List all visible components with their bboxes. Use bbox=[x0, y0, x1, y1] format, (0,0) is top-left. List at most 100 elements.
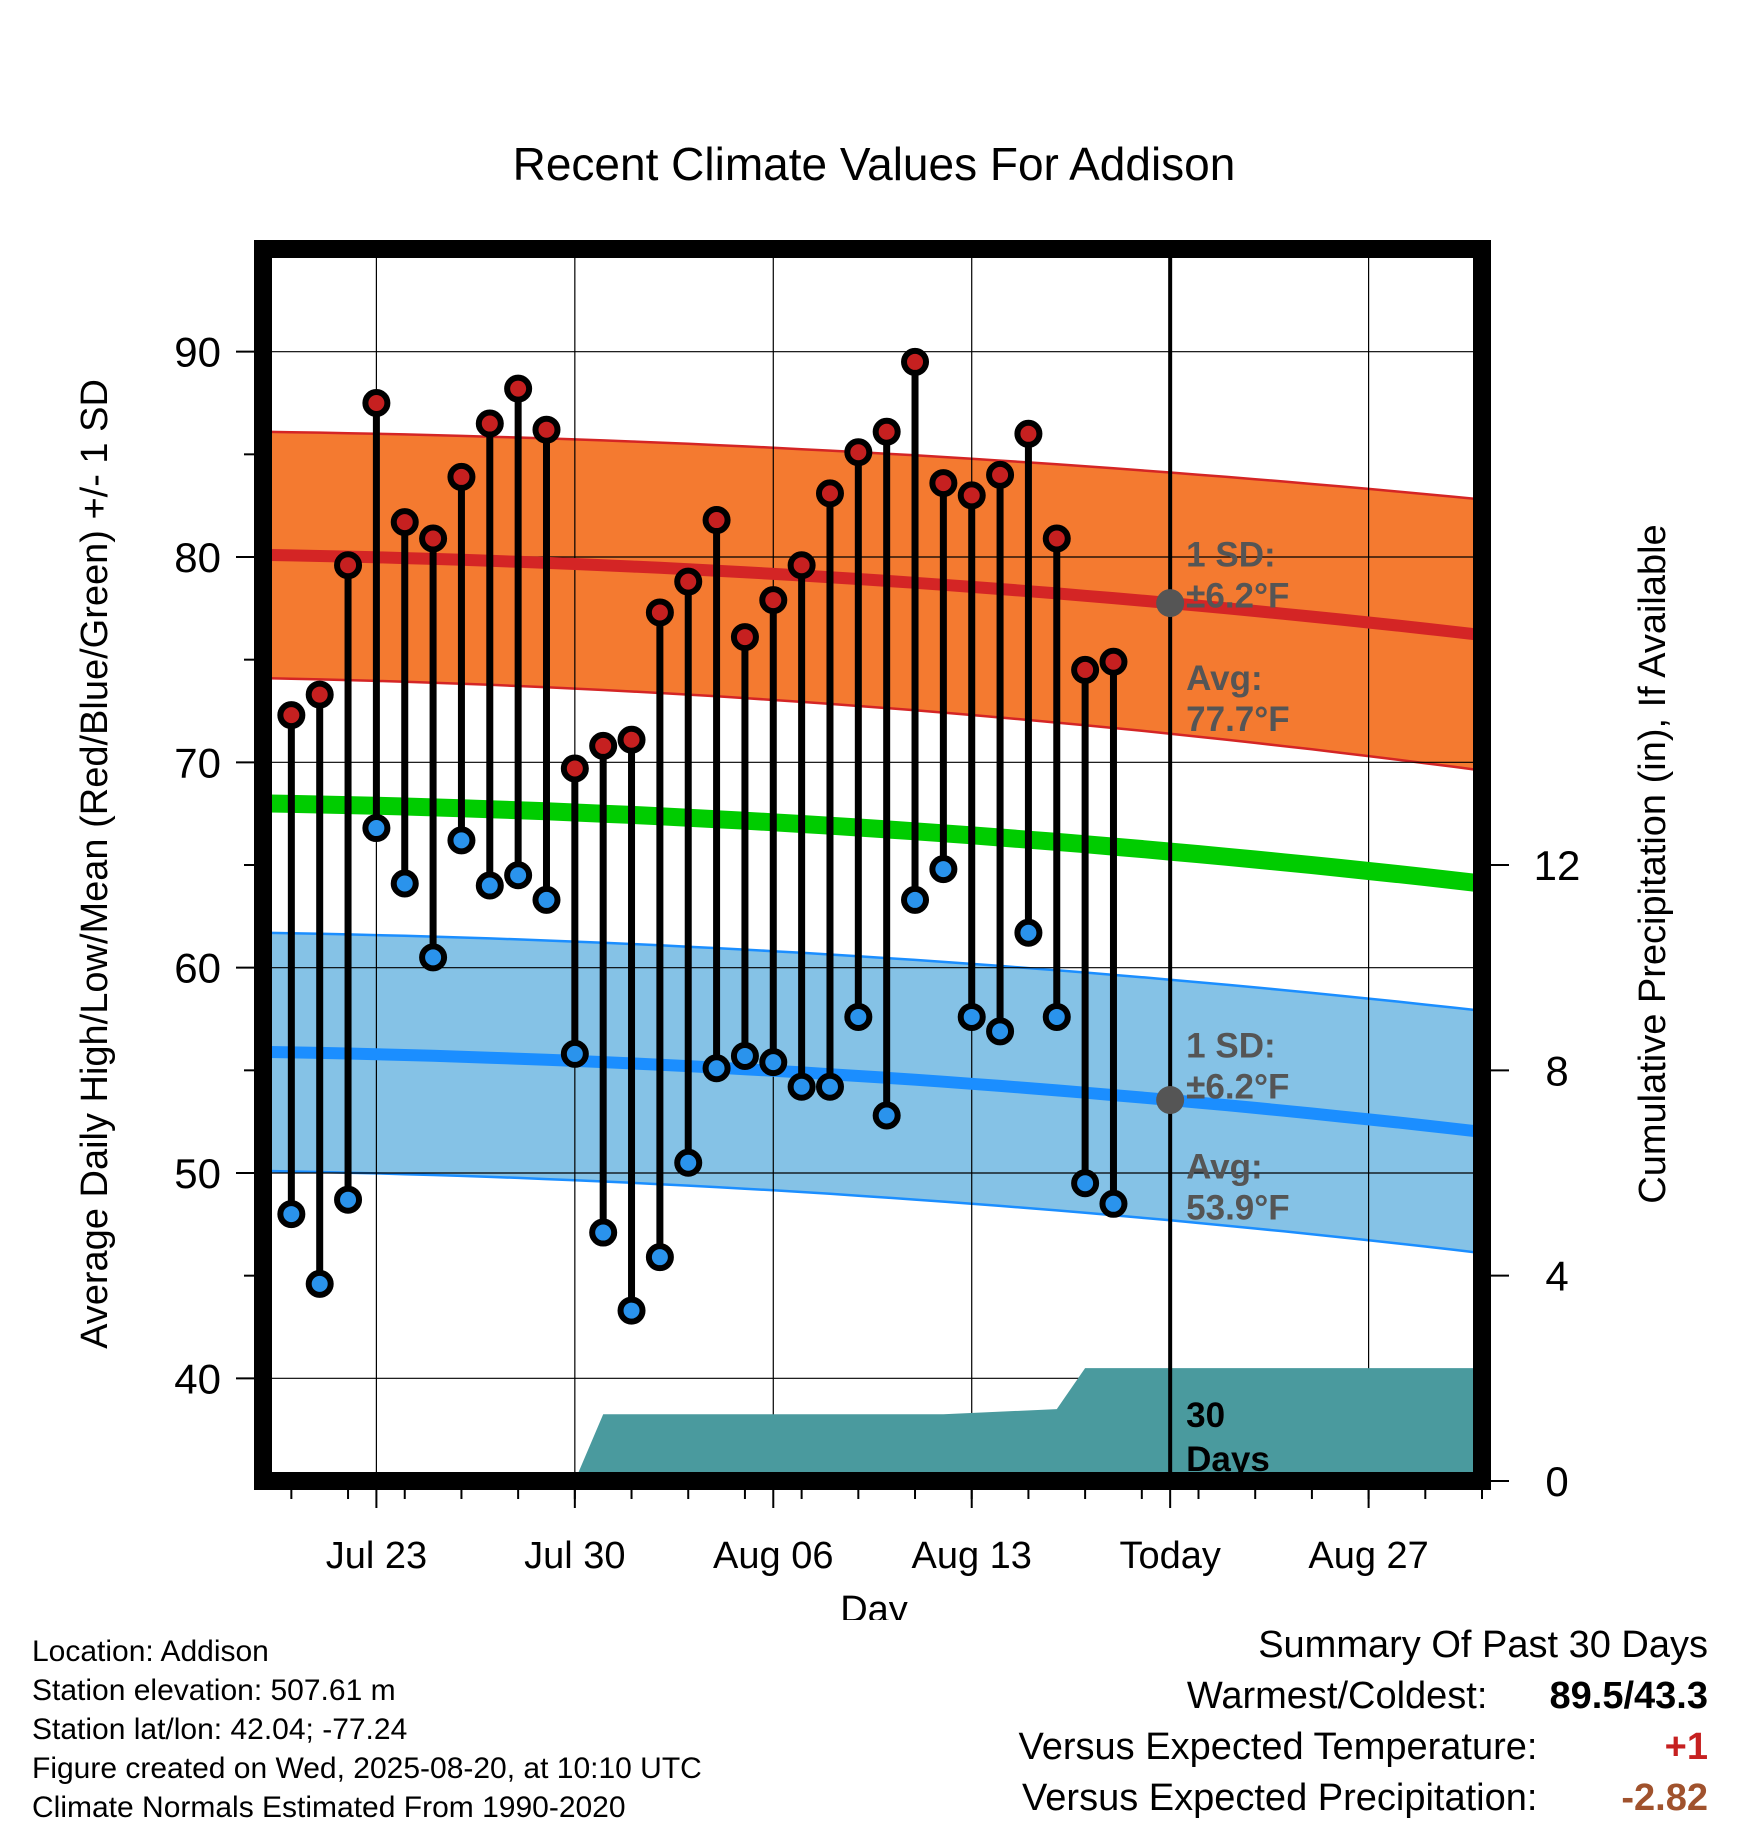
avg-mean-line bbox=[263, 794, 1482, 893]
obs-low-point bbox=[1071, 1169, 1100, 1198]
obs-high-point bbox=[1071, 655, 1100, 684]
precip-value: -2.82 bbox=[1621, 1777, 1708, 1819]
obs-high-point bbox=[844, 438, 873, 467]
obs-high-point bbox=[901, 347, 930, 376]
created-text: Figure created on Wed, 2025-08-20, at 10… bbox=[32, 1752, 702, 1785]
obs-high-point bbox=[759, 586, 788, 615]
obs-high-point bbox=[390, 508, 419, 537]
plot-interior bbox=[263, 249, 1482, 1481]
obs-low-point bbox=[815, 1072, 844, 1101]
obs-high-point bbox=[787, 551, 816, 580]
obs-low-point bbox=[759, 1048, 788, 1077]
obs-low-point bbox=[872, 1101, 901, 1130]
obs-high-point bbox=[1014, 419, 1043, 448]
summary-title: Summary Of Past 30 Days bbox=[1258, 1624, 1708, 1666]
obs-low-point bbox=[560, 1039, 589, 1068]
high-sd-annotation: 1 SD: ±6.2°F bbox=[1186, 536, 1289, 616]
obs-high-point bbox=[986, 460, 1015, 489]
obs-high-point bbox=[560, 754, 589, 783]
today-avg-high-marker bbox=[1156, 589, 1185, 618]
y2-axis-label: Cumulative Precipitation (in), If Availa… bbox=[1632, 524, 1674, 1203]
obs-low-point bbox=[277, 1200, 306, 1229]
low-band-upper-edge bbox=[263, 931, 1482, 1013]
obs-low-point bbox=[929, 855, 958, 884]
elevation-text: Station elevation: 507.61 m bbox=[32, 1674, 396, 1707]
obs-low-point bbox=[305, 1269, 334, 1298]
obs-high-point bbox=[475, 409, 504, 438]
obs-high-point bbox=[532, 415, 561, 444]
obs-low-point bbox=[390, 869, 419, 898]
x-tick-label: Jul 30 bbox=[524, 1535, 625, 1577]
temp-value: +1 bbox=[1664, 1726, 1708, 1768]
obs-low-point bbox=[1099, 1189, 1128, 1218]
obs-high-point bbox=[419, 524, 448, 553]
climate-chart: Recent Climate Values For Addison 1 SD: ±… bbox=[74, 138, 1674, 1620]
low-sd-band bbox=[263, 932, 1482, 1254]
precip-label: Versus Expected Precipitation: bbox=[1022, 1777, 1538, 1819]
obs-low-point bbox=[362, 814, 391, 843]
y-tick-label: 70 bbox=[174, 739, 221, 786]
obs-low-point bbox=[532, 885, 561, 914]
y-tick-label: 80 bbox=[174, 534, 221, 581]
obs-low-point bbox=[674, 1148, 703, 1177]
x-tick-label: Jul 23 bbox=[326, 1535, 427, 1577]
today-avg-low-marker bbox=[1156, 1086, 1185, 1115]
obs-high-point bbox=[589, 731, 618, 760]
obs-low-point bbox=[645, 1243, 674, 1272]
obs-low-point bbox=[986, 1017, 1015, 1046]
y-axis-label: Average Daily High/Low/Mean (Red/Blue/Gr… bbox=[74, 379, 116, 1349]
obs-low-point bbox=[957, 1002, 986, 1031]
x-tick-label: Aug 06 bbox=[713, 1535, 833, 1577]
summary-panel: Summary Of Past 30 Days Warmest/Coldest:… bbox=[1019, 1620, 1708, 1824]
x-tick-label: Today bbox=[1119, 1535, 1220, 1577]
obs-high-point bbox=[504, 374, 533, 403]
latlon-text: Station lat/lon: 42.04; -77.24 bbox=[32, 1713, 408, 1746]
high-avg-annotation: Avg: 77.7°F bbox=[1186, 659, 1290, 739]
obs-low-point bbox=[730, 1041, 759, 1070]
obs-low-point bbox=[447, 826, 476, 855]
obs-low-point bbox=[1014, 918, 1043, 947]
low-avg-annotation: Avg: 53.9°F bbox=[1186, 1148, 1290, 1228]
obs-high-point bbox=[362, 389, 391, 417]
location-text: Location: Addison bbox=[32, 1635, 269, 1668]
obs-low-point bbox=[702, 1054, 731, 1083]
avg-high-line bbox=[263, 548, 1482, 641]
obs-low-point bbox=[1042, 1002, 1071, 1031]
y2-tick-label: 0 bbox=[1545, 1458, 1568, 1505]
temp-label: Versus Expected Temperature: bbox=[1018, 1726, 1538, 1768]
high-band-upper-edge bbox=[263, 430, 1482, 501]
obs-high-point bbox=[929, 469, 958, 498]
obs-high-point bbox=[815, 479, 844, 508]
obs-high-point bbox=[1042, 524, 1071, 553]
summary-temp-row: Versus Expected Temperature: +1 bbox=[1019, 1722, 1708, 1773]
x-tick-label: Aug 13 bbox=[911, 1535, 1031, 1577]
normals-text: Climate Normals Estimated From 1990-2020 bbox=[32, 1791, 626, 1824]
high-sd-band bbox=[263, 431, 1482, 771]
obs-high-point bbox=[617, 725, 646, 754]
obs-high-point bbox=[447, 462, 476, 491]
obs-high-point bbox=[645, 598, 674, 627]
x-axis-label: Day bbox=[840, 1589, 908, 1620]
obs-low-point bbox=[617, 1296, 646, 1325]
summary-warmest-row: Warmest/Coldest: 89.5/43.3 bbox=[1019, 1671, 1708, 1722]
summary-precip-row: Versus Expected Precipitation: -2.82 bbox=[1019, 1773, 1708, 1824]
station-info: Location: Addison Station elevation: 507… bbox=[32, 1632, 702, 1827]
avg-low-line bbox=[263, 1045, 1482, 1138]
x-tick-label: Aug 27 bbox=[1308, 1535, 1428, 1577]
y-tick-label: 50 bbox=[174, 1150, 221, 1197]
obs-high-point bbox=[1099, 647, 1128, 676]
obs-high-point bbox=[334, 551, 363, 580]
obs-low-point bbox=[787, 1072, 816, 1101]
obs-high-point bbox=[674, 567, 703, 596]
cumulative-precip-area bbox=[574, 1368, 1482, 1481]
obs-low-point bbox=[901, 885, 930, 914]
obs-high-point bbox=[305, 680, 334, 709]
y2-tick-label: 12 bbox=[1534, 842, 1581, 889]
chart-title: Recent Climate Values For Addison bbox=[513, 138, 1236, 190]
obs-high-point bbox=[957, 481, 986, 510]
plot-frame bbox=[254, 240, 1491, 1490]
warmest-label: Warmest/Coldest: bbox=[1186, 1675, 1488, 1717]
obs-low-point bbox=[419, 943, 448, 972]
obs-low-point bbox=[504, 861, 533, 890]
obs-high-point bbox=[730, 623, 759, 652]
